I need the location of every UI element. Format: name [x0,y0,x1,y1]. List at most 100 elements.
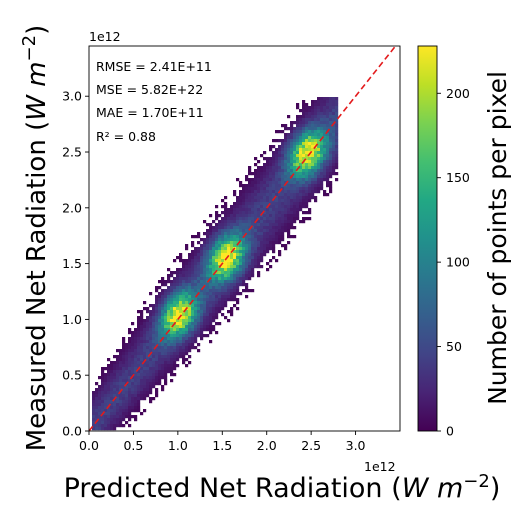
heat-cell [197,280,201,284]
heat-cell [296,124,300,128]
heat-cell [152,349,156,353]
heat-cell [308,196,312,200]
heat-cell [110,421,114,425]
heat-cell [146,382,150,386]
heat-cell [167,277,171,281]
heat-cell [110,427,114,431]
heat-cell [107,394,111,398]
heat-cell [305,181,309,185]
heat-cell [128,424,132,428]
heat-cell [110,370,114,374]
heat-cell [242,217,246,221]
heat-cell [134,391,138,395]
heat-cell [113,403,117,407]
heat-cell [296,139,300,143]
heat-cell [275,169,279,173]
heat-cell [179,322,183,326]
heat-cell [224,271,228,275]
heat-cell [173,358,177,362]
heat-cell [152,310,156,314]
heat-cell [326,121,330,125]
heat-cell [278,208,282,212]
heat-cell [134,397,138,401]
plot-frame [88,45,401,432]
heat-cell [248,223,252,227]
heat-cell [257,265,261,269]
heat-cell [212,286,216,290]
heat-cell [194,316,198,320]
heat-cell [248,265,252,269]
heat-cell [185,295,189,299]
heat-cell [110,394,114,398]
heat-cell [197,301,201,305]
heat-cell [284,133,288,137]
heat-cell [116,382,120,386]
heat-cell [164,367,168,371]
heat-cell [206,295,210,299]
heat-cell [221,301,225,305]
heat-cell [149,355,153,359]
heat-cell [170,298,174,302]
heat-cell [233,211,237,215]
heat-cell [287,214,291,218]
heat-cell [296,157,300,161]
heat-cell [335,154,339,158]
heat-cell [218,262,222,266]
heat-cell [212,319,216,323]
heat-cell [281,154,285,158]
heat-cell [266,160,270,164]
heat-cell [107,379,111,383]
heat-cell [167,343,171,347]
heat-cell [176,343,180,347]
heat-cell [326,184,330,188]
heat-cell [269,232,273,236]
heat-cell [311,130,315,134]
heat-cell [185,289,189,293]
heat-cell [128,388,132,392]
heat-cell [194,268,198,272]
heat-cell [281,238,285,242]
heat-cell [149,316,153,320]
heat-cell [266,190,270,194]
heat-cell [125,388,129,392]
heat-cell [188,271,192,275]
heat-cell [146,322,150,326]
heat-cell [299,127,303,131]
heat-cell [266,187,270,191]
heat-cell [224,238,228,242]
heat-cell [245,211,249,215]
heat-cell [206,265,210,269]
heat-cell [146,343,150,347]
heat-cell [203,256,207,260]
heat-cell [242,187,246,191]
heat-cell [320,97,324,101]
heat-cell [179,331,183,335]
heat-cell [260,166,264,170]
heat-cell [203,277,207,281]
heat-cell [221,247,225,251]
heat-cell [143,331,147,335]
heat-cell [206,241,210,245]
heat-cell [242,259,246,263]
heat-cell [218,271,222,275]
heat-cell [191,241,195,245]
heat-cell [236,283,240,287]
heat-cell [308,130,312,134]
heat-cell [146,337,150,341]
heat-cell [227,310,231,314]
heat-cell [230,265,234,269]
heat-cell [185,328,189,332]
heat-cell [230,208,234,212]
heat-cell [308,145,312,149]
heat-cell [320,121,324,125]
heat-cell [251,253,255,257]
heat-cell [236,202,240,206]
heat-cell [317,136,321,140]
heat-cell [269,235,273,239]
heat-cell [98,403,102,407]
heat-cell [197,277,201,281]
heat-cell [245,256,249,260]
heat-cell [194,289,198,293]
heat-cell [158,328,162,332]
heat-cell [164,349,168,353]
